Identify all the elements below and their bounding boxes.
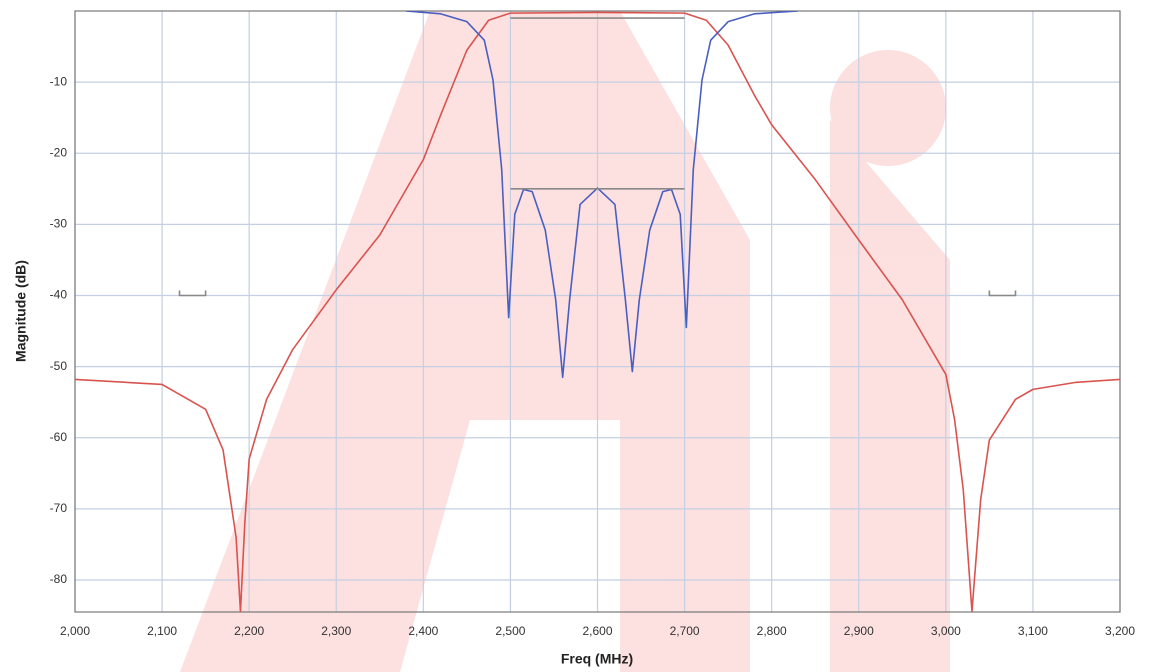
y-tick-label: -20: [50, 145, 68, 159]
watermark-shape: [180, 11, 750, 672]
watermark: [180, 11, 950, 672]
x-tick-label: 3,100: [1018, 624, 1048, 638]
x-tick-label: 2,700: [670, 624, 700, 638]
y-tick-label: -50: [50, 359, 68, 373]
x-tick-label: 2,900: [844, 624, 874, 638]
grid: [74, 11, 1121, 612]
y-tick-label: -30: [50, 217, 68, 231]
series-layer: [75, 11, 1120, 612]
y-tick-label: -70: [50, 501, 68, 515]
y-tick-label: -10: [50, 74, 68, 88]
plot-frame: [74, 10, 1121, 613]
y-tick-label: -80: [50, 572, 68, 586]
y-tick-label: -60: [50, 430, 68, 444]
x-tick-label: 3,200: [1105, 624, 1135, 638]
series-line: [75, 11, 1120, 612]
series-line: [988, 290, 1017, 297]
series-line: [178, 290, 207, 297]
x-axis-label: Freq (MHz): [561, 651, 633, 667]
watermark-dot: [830, 50, 946, 166]
x-tick-label: 3,000: [931, 624, 961, 638]
x-tick-label: 2,200: [234, 624, 264, 638]
tick-labels: 2,000 2,100 2,200 2,300 2,400 2,500 2,600 2,700…: [50, 74, 1136, 638]
x-tick-label: 2,800: [757, 624, 787, 638]
x-tick-label: 2,500: [495, 624, 525, 638]
x-tick-label: 2,100: [147, 624, 177, 638]
watermark-shape: [830, 120, 950, 672]
x-tick-label: 2,300: [321, 624, 351, 638]
x-tick-label: 2,000: [60, 624, 90, 638]
y-tick-label: -40: [50, 288, 68, 302]
x-tick-label: 2,400: [408, 624, 438, 638]
x-tick-label: 2,600: [582, 624, 612, 638]
y-axis-label: Magnitude (dB): [13, 260, 29, 362]
